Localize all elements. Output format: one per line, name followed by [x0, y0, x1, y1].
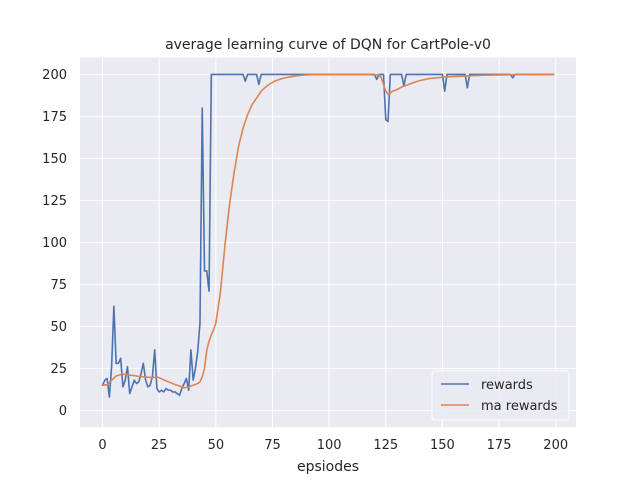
x-tick-label: 125 [373, 438, 398, 453]
y-tick-label: 75 [50, 278, 67, 293]
y-tick-label: 100 [42, 236, 67, 251]
x-tick-label: 75 [264, 438, 281, 453]
x-tick-labels: 0 25 50 75 100 125 150 175 200 [98, 438, 568, 453]
legend-label-ma-rewards: ma rewards [481, 399, 558, 414]
y-tick-label: 125 [42, 194, 67, 209]
x-tick-label: 0 [98, 438, 106, 453]
series-line-ma-rewards [101, 73, 555, 389]
chart-title: average learning curve of DQN for CartPo… [165, 37, 491, 53]
x-tick-label: 150 [430, 438, 455, 453]
x-tick-label: 200 [543, 438, 568, 453]
legend-label-rewards: rewards [481, 378, 533, 393]
y-tick-label: 200 [42, 68, 67, 83]
y-tick-labels: 0 25 50 75 100 125 150 175 200 [42, 68, 67, 419]
y-tick-label: 50 [50, 320, 67, 335]
series-layer [101, 73, 555, 398]
y-tick-label: 150 [42, 152, 67, 167]
y-tick-label: 175 [42, 110, 67, 125]
y-tick-label: 25 [50, 362, 67, 377]
legend: rewards ma rewards [431, 370, 570, 421]
x-tick-label: 100 [317, 438, 342, 453]
x-tick-label: 175 [487, 438, 512, 453]
y-tick-label: 0 [59, 404, 67, 419]
x-axis-label: epsiodes [297, 459, 359, 475]
x-tick-label: 25 [151, 438, 168, 453]
x-tick-label: 50 [208, 438, 225, 453]
